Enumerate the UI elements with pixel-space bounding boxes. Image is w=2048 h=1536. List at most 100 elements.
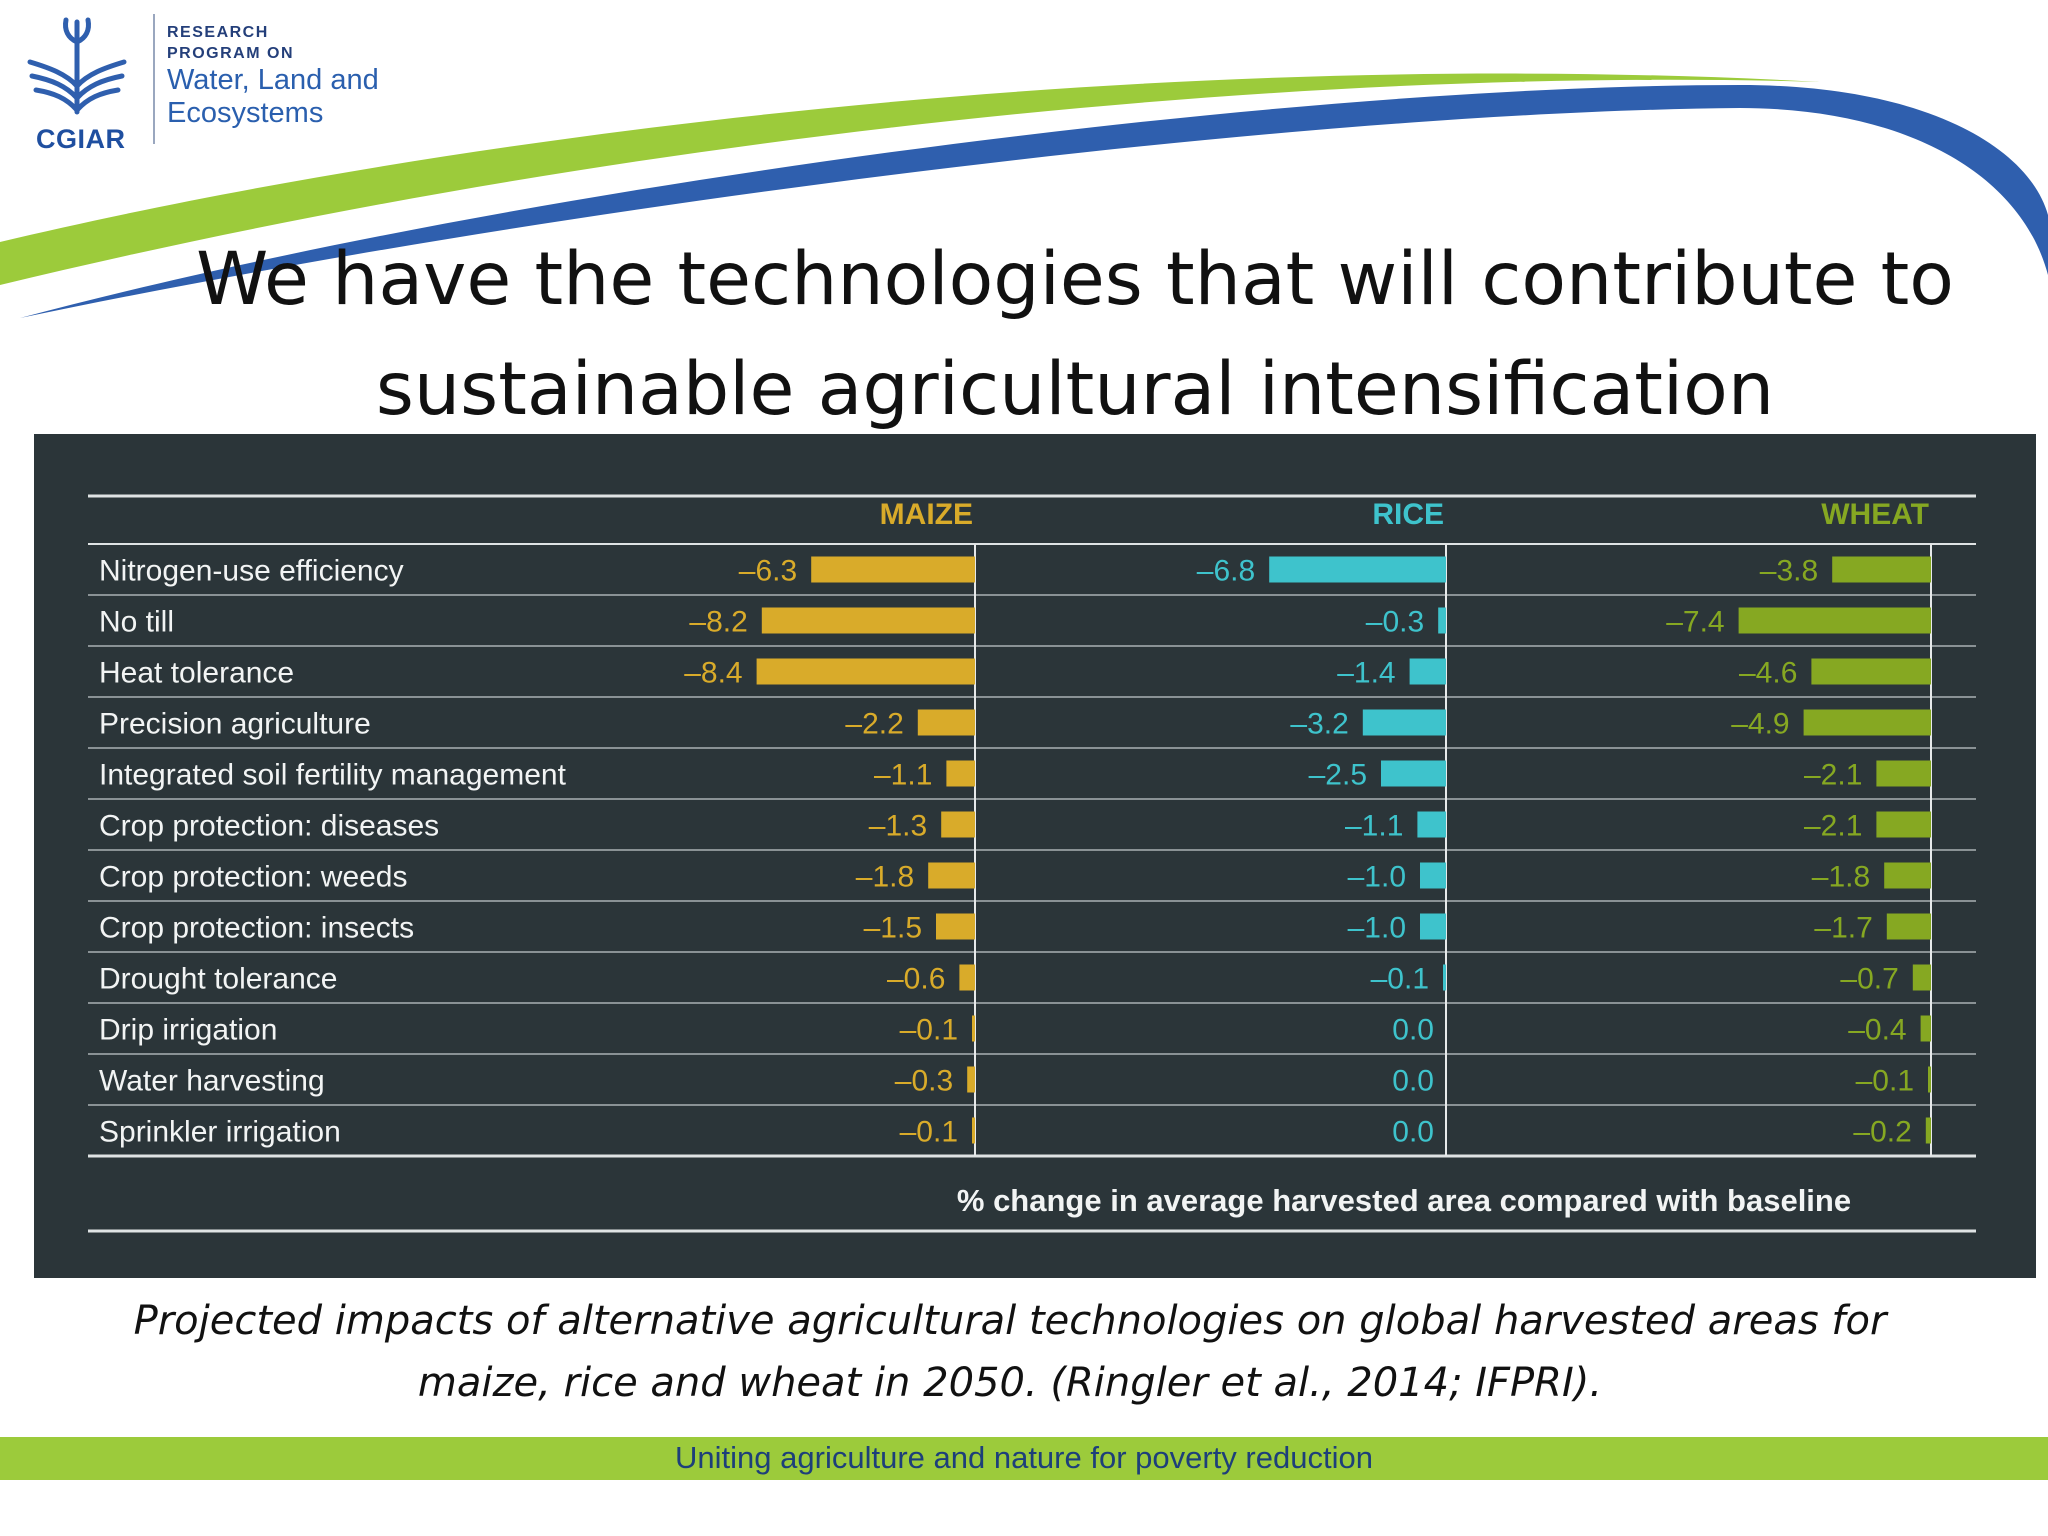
logo-line-3: Water, Land and [167,64,379,96]
caption-line-1: Projected impacts of alternative agricul… [133,1298,1887,1344]
wheat-bar [1884,862,1931,889]
wheat-value-label: –0.1 [1856,1065,1914,1098]
rice-bar [1438,607,1446,634]
wheat-bar [1925,1117,1931,1144]
figure-caption: Projected impacts of alternative agricul… [60,1290,1960,1414]
rice-bar [1417,811,1446,838]
rice-value-label: 0.0 [1392,1116,1434,1149]
maize-value-label: –1.5 [864,912,922,945]
maize-bar [946,760,975,787]
slide-title: We have the technologies that will contr… [110,225,2040,445]
category-label: No till [99,606,174,639]
maize-value-label: –8.4 [684,657,742,690]
wheat-value-label: –3.8 [1760,555,1818,588]
category-label: Integrated soil fertility management [99,759,567,792]
rice-value-label: 0.0 [1392,1065,1434,1098]
header-swoosh [0,73,2048,318]
wheat-value-label: –0.7 [1840,963,1898,996]
logo-line-1: RESEARCH [167,24,269,41]
wheat-bar [1876,811,1931,838]
maize-bar [972,1015,975,1042]
category-label: Heat tolerance [99,657,294,690]
maize-value-label: –1.1 [874,759,932,792]
rice-value-label: 0.0 [1392,1014,1434,1047]
rice-value-label: –1.4 [1337,657,1395,690]
wheat-value-label: –7.4 [1666,606,1724,639]
maize-bar [917,709,975,736]
logo-line-2: PROGRAM ON [167,45,294,62]
cgiar-emblem-icon [27,17,127,115]
harvested-area-bar-chart: MAIZE RICE WHEAT Nitrogen-use efficiency No … [88,494,1976,1233]
maize-bar [941,811,975,838]
swoosh-blue-stripe [20,85,2048,318]
logo-line-4: Ecosystems [167,97,324,129]
wheat-value-label: –0.4 [1848,1014,1906,1047]
maize-series-header: MAIZE [880,498,973,531]
rice-series-header: RICE [1372,498,1444,531]
footer-tagline: Uniting agriculture and nature for pover… [675,1440,1373,1475]
wheat-bar [1920,1015,1931,1042]
wheat-value-label: –2.1 [1804,759,1862,792]
maize-bar [811,556,975,583]
maize-bar [972,1117,975,1144]
rice-bar [1420,862,1446,889]
wheat-bar [1832,556,1931,583]
logo-program-text: RESEARCH PROGRAM ON Water, Land and Ecos… [167,22,379,130]
x-axis-label: % change in average harvested area compa… [957,1183,1851,1218]
footer-band [0,1437,2048,1480]
category-label: Crop protection: weeds [99,861,408,894]
category-label: Precision agriculture [99,708,371,741]
wheat-bar [1803,709,1931,736]
chart-panel: MAIZE RICE WHEAT Nitrogen-use efficiency No … [34,434,2036,1278]
rice-bar [1269,556,1446,583]
maize-value-label: –1.3 [869,810,927,843]
wheat-bar [1928,1066,1931,1093]
maize-value-label: –6.3 [739,555,797,588]
rice-bar [1381,760,1446,787]
wheat-bar [1811,658,1931,685]
wheat-bar [1738,607,1931,634]
wheat-bar [1912,964,1931,991]
wheat-value-label: –1.7 [1814,912,1872,945]
maize-bar [761,607,975,634]
logo-org-name: CGIAR [36,124,126,154]
rice-bar [1443,964,1446,991]
rice-value-label: –6.8 [1197,555,1255,588]
maize-value-label: –1.8 [856,861,914,894]
caption-line-2: maize, rice and wheat in 2050. (Ringler … [417,1360,1603,1406]
rice-value-label: –1.0 [1348,912,1406,945]
category-label: Crop protection: diseases [99,810,439,843]
category-label: Crop protection: insects [99,912,414,945]
cgiar-wle-logo: CGIAR RESEARCH PROGRAM ON Water, Land an… [22,14,402,154]
category-label: Nitrogen-use efficiency [99,555,404,588]
rice-value-label: –3.2 [1290,708,1348,741]
wheat-value-label: –2.1 [1804,810,1862,843]
wheat-bar [1876,760,1931,787]
wheat-value-label: –4.6 [1739,657,1797,690]
category-label: Sprinkler irrigation [99,1116,341,1149]
wheat-bar [1886,913,1931,940]
wheat-value-label: –0.2 [1853,1116,1911,1149]
rice-value-label: –0.3 [1366,606,1424,639]
rice-value-label: –0.1 [1371,963,1429,996]
maize-value-label: –8.2 [689,606,747,639]
maize-value-label: –2.2 [845,708,903,741]
slide-title-line-2: sustainable agricultural intensification [375,347,1775,432]
slide-title-line-1: We have the technologies that will contr… [196,237,1954,322]
maize-value-label: –0.1 [900,1116,958,1149]
rice-bar [1409,658,1446,685]
maize-bar [756,658,975,685]
rice-value-label: –1.1 [1345,810,1403,843]
wheat-value-label: –4.9 [1731,708,1789,741]
wheat-value-label: –1.8 [1812,861,1870,894]
swoosh-green-stripe [0,73,1820,285]
logo-divider [153,14,155,144]
maize-bar [928,862,975,889]
maize-value-label: –0.1 [900,1014,958,1047]
wheat-series-header: WHEAT [1821,498,1929,531]
maize-value-label: –0.3 [895,1065,953,1098]
category-label: Drip irrigation [99,1014,277,1047]
rice-value-label: –1.0 [1348,861,1406,894]
rice-bar [1362,709,1446,736]
category-label: Water harvesting [99,1065,325,1098]
